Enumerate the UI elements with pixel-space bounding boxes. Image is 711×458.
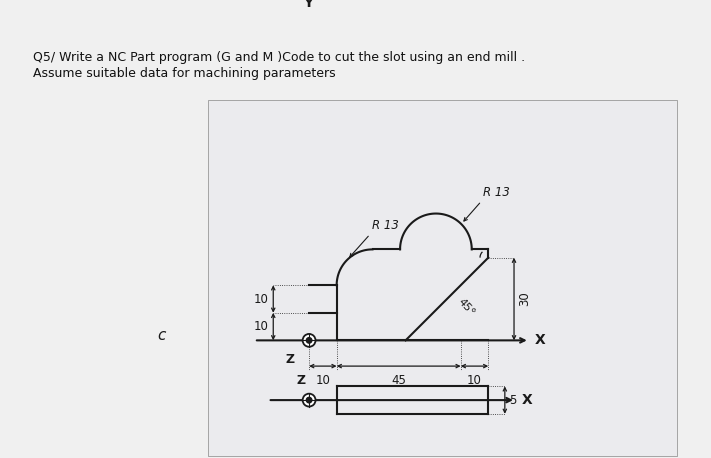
Text: Z: Z bbox=[285, 353, 294, 366]
Circle shape bbox=[306, 398, 312, 403]
Text: X: X bbox=[521, 393, 532, 407]
Text: 45: 45 bbox=[391, 374, 406, 387]
Circle shape bbox=[303, 334, 316, 347]
Text: 10: 10 bbox=[316, 374, 331, 387]
Text: 5: 5 bbox=[510, 393, 517, 407]
Text: 10: 10 bbox=[254, 320, 269, 333]
Text: R 13: R 13 bbox=[372, 219, 399, 232]
Text: 10: 10 bbox=[254, 293, 269, 305]
FancyBboxPatch shape bbox=[208, 99, 677, 456]
Text: 10: 10 bbox=[467, 374, 482, 387]
Circle shape bbox=[303, 394, 316, 407]
Text: c: c bbox=[157, 328, 166, 344]
Text: Y: Y bbox=[303, 0, 314, 10]
Text: 30: 30 bbox=[518, 292, 532, 306]
Text: Assume suitable data for machining parameters: Assume suitable data for machining param… bbox=[33, 67, 336, 81]
Text: 45°: 45° bbox=[456, 297, 476, 318]
Text: Q5/ Write a NC Part program (G and M )Code to cut the slot using an end mill .: Q5/ Write a NC Part program (G and M )Co… bbox=[33, 51, 525, 64]
Text: Z: Z bbox=[296, 374, 306, 387]
Circle shape bbox=[306, 338, 312, 343]
Text: X: X bbox=[535, 333, 546, 347]
Text: R 13: R 13 bbox=[483, 186, 510, 199]
